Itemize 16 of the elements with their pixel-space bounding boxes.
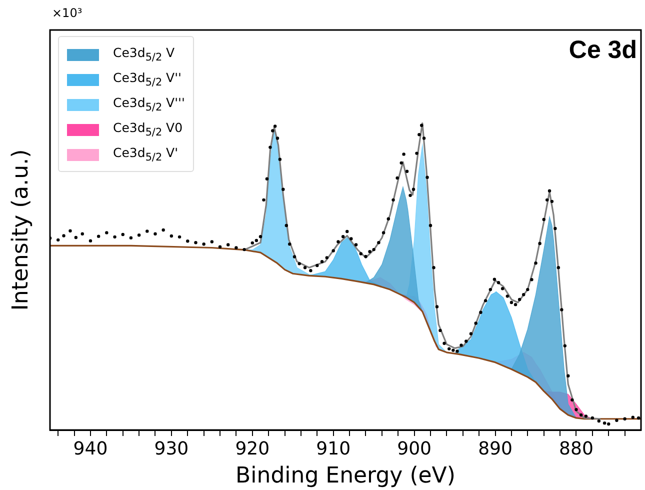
legend-label: Ce3d$_{5/2}$ V0 — [113, 120, 183, 139]
legend-label: Ce3d$_{5/2}$ V'' — [113, 70, 182, 89]
x-tick-label: 880 — [559, 438, 594, 460]
legend-label: Ce3d$_{5/2}$ V — [113, 45, 175, 64]
text: ×10³ — [52, 6, 82, 20]
legend-label: Ce3d$_{5/2}$ V' — [113, 145, 178, 164]
x-tick-label: 910 — [316, 438, 351, 460]
x-tick-label: 930 — [154, 438, 189, 460]
legend-label: Ce3d$_{5/2}$ V''' — [113, 95, 185, 114]
x-tick-label: 940 — [73, 438, 108, 460]
x-axis-title: Binding Energy (eV) — [236, 464, 456, 489]
x-tick-label: 920 — [235, 438, 270, 460]
x-tick-label: 890 — [478, 438, 512, 460]
y-axis-title: Intensity (a.u.) — [8, 149, 34, 311]
x-tick-label: 900 — [397, 438, 432, 460]
chart-title: Ce 3d — [568, 36, 637, 65]
